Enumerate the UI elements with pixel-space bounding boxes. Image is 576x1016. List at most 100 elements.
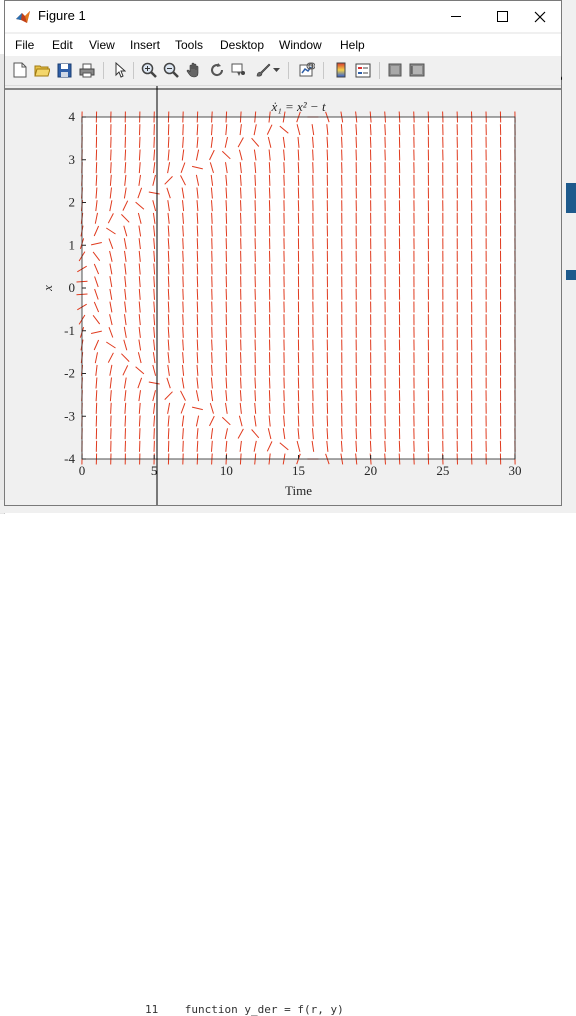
menu-tools[interactable]: Tools [175, 38, 203, 52]
figure-window: Figure 1 File Edit View Insert Tools Des… [4, 0, 562, 506]
field-arrow [111, 416, 112, 427]
field-arrow [241, 352, 242, 363]
field-arrow [168, 428, 169, 439]
field-arrow [370, 124, 371, 135]
field-arrow [197, 352, 198, 363]
save-icon[interactable] [55, 61, 73, 79]
field-arrow [183, 226, 184, 237]
field-arrow [183, 238, 184, 249]
zoom-out-icon[interactable] [162, 61, 180, 79]
field-arrow [212, 352, 213, 363]
field-arrow [168, 264, 169, 275]
field-arrow [342, 137, 343, 148]
field-arrow [168, 314, 169, 325]
desktop-background-accent [566, 270, 576, 280]
colorbar-icon[interactable] [332, 61, 350, 79]
field-arrow [183, 441, 184, 452]
field-arrow [269, 378, 270, 389]
field-arrow [139, 150, 140, 161]
hide-plot-tools-icon[interactable] [386, 61, 404, 79]
field-arrow [370, 137, 371, 148]
field-arrow [111, 162, 112, 173]
x-tick-label: 0 [79, 463, 86, 478]
link-plot-icon[interactable] [298, 61, 316, 79]
background-code-line: 11 function y_der = f(r, y) [145, 1003, 344, 1016]
y-tick-label: 1 [69, 237, 76, 252]
field-arrow [399, 441, 400, 452]
field-arrow [298, 162, 299, 173]
field-arrow [197, 340, 198, 351]
toolbar-separator [133, 62, 134, 79]
field-arrow [269, 188, 270, 199]
menu-edit[interactable]: Edit [52, 38, 73, 52]
field-arrow [168, 276, 169, 287]
field-arrow [255, 390, 256, 401]
menu-help[interactable]: Help [340, 38, 365, 52]
toolbar-separator [288, 62, 289, 79]
field-arrow [183, 276, 184, 287]
select-arrow-icon[interactable] [111, 61, 129, 79]
close-button[interactable] [517, 1, 563, 32]
rotate-3d-icon[interactable] [208, 61, 226, 79]
menu-view[interactable]: View [89, 38, 115, 52]
menu-window[interactable]: Window [279, 38, 322, 52]
field-arrow [125, 150, 126, 161]
field-arrow [197, 251, 198, 262]
field-arrow [96, 162, 97, 173]
field-arrow [241, 378, 242, 389]
new-figure-icon[interactable] [11, 61, 29, 79]
field-arrow [385, 441, 386, 452]
field-arrow [298, 416, 299, 427]
x-tick-label: 25 [436, 463, 449, 478]
show-plot-tools-icon[interactable] [408, 61, 426, 79]
field-arrow [125, 416, 126, 427]
zoom-in-icon[interactable] [140, 61, 158, 79]
field-arrow [298, 150, 299, 161]
field-arrow [212, 213, 213, 224]
field-arrow [183, 302, 184, 313]
field-arrow [255, 188, 256, 199]
field-arrow [154, 428, 155, 439]
field-arrow [183, 314, 184, 325]
menu-desktop[interactable]: Desktop [220, 38, 264, 52]
brush-dropdown-icon[interactable] [271, 61, 281, 79]
field-arrow [370, 428, 371, 439]
y-tick-label: -3 [64, 408, 75, 423]
field-arrow [226, 213, 227, 224]
field-arrow [226, 352, 227, 363]
menu-file[interactable]: File [15, 38, 34, 52]
brush-icon[interactable] [254, 61, 272, 79]
field-arrow [96, 403, 97, 414]
field-arrow [197, 441, 198, 452]
print-icon[interactable] [78, 61, 96, 79]
minimize-button[interactable] [433, 1, 479, 32]
y-tick-label: 0 [69, 280, 76, 295]
field-arrow [298, 403, 299, 414]
data-cursor-icon[interactable] [230, 61, 248, 79]
field-arrow [269, 390, 270, 401]
field-arrow [197, 276, 198, 287]
field-arrow [197, 289, 198, 300]
maximize-icon [497, 11, 508, 22]
field-arrow [96, 390, 97, 401]
field-arrow [212, 226, 213, 237]
desktop-background [562, 0, 576, 513]
field-arrow [241, 213, 242, 224]
open-file-icon[interactable] [33, 61, 51, 79]
field-arrow [255, 378, 256, 389]
field-arrow [226, 200, 227, 211]
field-arrow [154, 276, 155, 287]
field-arrow [154, 289, 155, 300]
field-arrow [226, 188, 227, 199]
field-arrow [197, 264, 198, 275]
field-arrow [183, 289, 184, 300]
field-arrow [197, 213, 198, 224]
menu-insert[interactable]: Insert [130, 38, 160, 52]
field-arrow [226, 365, 227, 376]
menu-bar: File Edit View Insert Tools Desktop Wind… [5, 34, 561, 56]
field-arrow [140, 428, 141, 439]
pan-icon[interactable] [185, 61, 203, 79]
legend-icon[interactable] [354, 61, 372, 79]
title-bar[interactable]: Figure 1 [5, 1, 561, 32]
